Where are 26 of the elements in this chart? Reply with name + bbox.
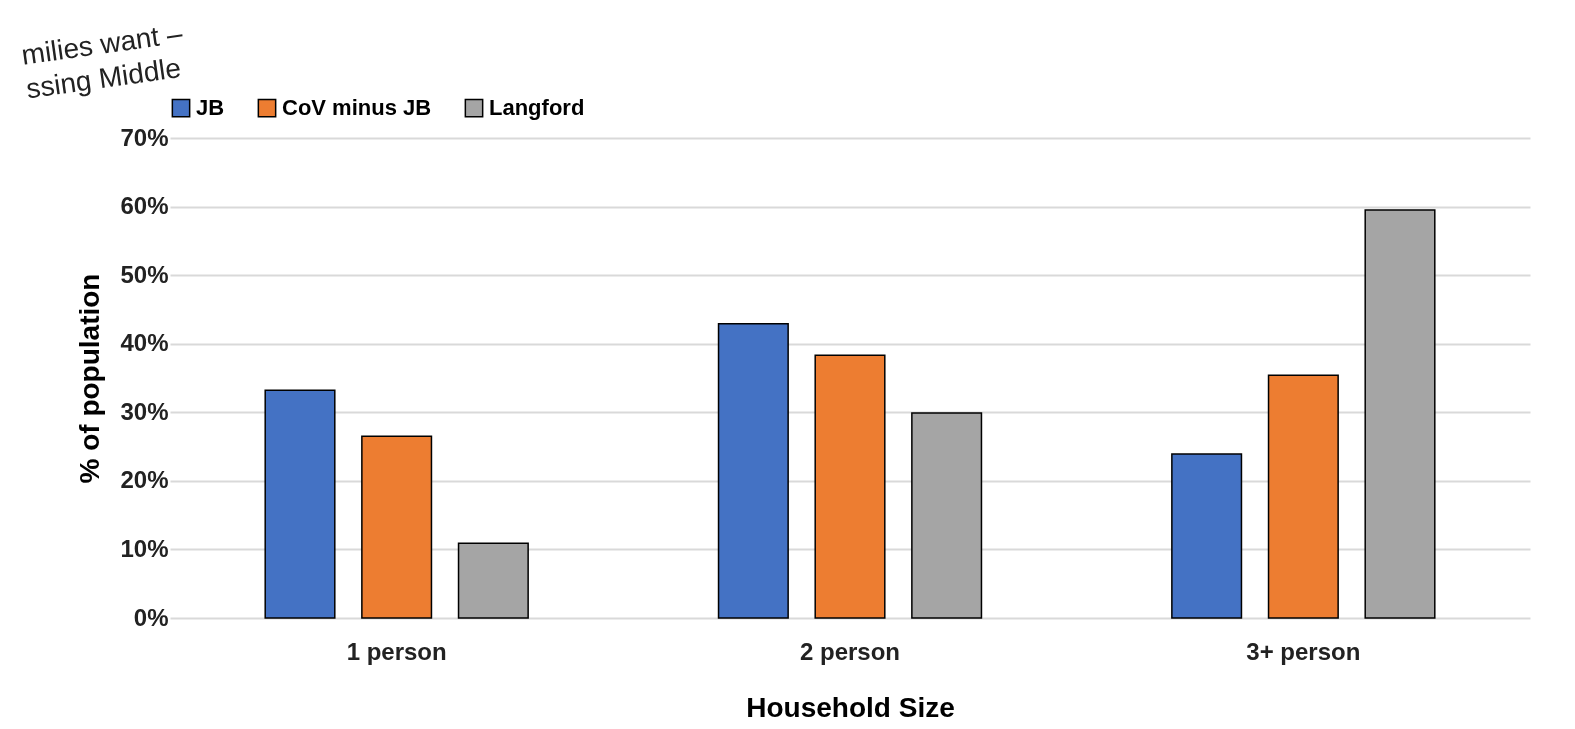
bar	[361, 435, 433, 619]
x-tick-label: 2 person	[799, 637, 901, 665]
x-axis-title: Household Size	[746, 691, 955, 723]
y-tick-label: 30%	[120, 397, 169, 425]
y-tick-label: 70%	[120, 123, 169, 151]
x-tick-label: 1 person	[346, 637, 447, 665]
y-tick-label: 20%	[120, 466, 169, 494]
bar	[1171, 453, 1243, 619]
y-tick-label: 10%	[120, 534, 169, 562]
y-tick-label: 50%	[120, 260, 169, 288]
text: milies want – ssing Middle	[19, 17, 185, 105]
bar	[1267, 374, 1339, 619]
bar	[457, 542, 529, 619]
y-tick-label: 60%	[120, 192, 169, 220]
legend-label: Langford	[489, 95, 585, 121]
legend-label: CoV minus JB	[282, 95, 432, 121]
bar	[911, 412, 983, 619]
y-tick-label: 0%	[133, 603, 169, 631]
bar	[814, 354, 886, 619]
bar	[264, 389, 336, 619]
y-axis-title: % of population	[74, 273, 106, 484]
x-tick-label: 3+ person	[1246, 637, 1361, 665]
y-tick-label: 40%	[120, 329, 169, 357]
bar	[1364, 209, 1436, 619]
bar	[717, 323, 789, 619]
legend-label: JB	[196, 95, 225, 121]
